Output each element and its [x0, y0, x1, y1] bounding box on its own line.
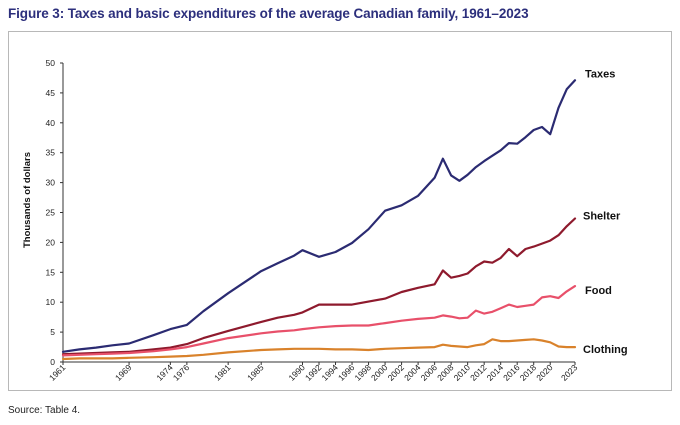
figure-title: Figure 3: Taxes and basic expenditures o…: [8, 6, 529, 21]
y-tick-label: 45: [46, 88, 56, 98]
series-line-food: [61, 285, 577, 357]
y-tick-label: 30: [46, 178, 56, 188]
y-axis: 0 5 10 15 20 25 30 35 40 45 50: [46, 58, 64, 367]
x-tick-label: 1985: [245, 362, 266, 383]
x-tick-label: 2008: [435, 362, 456, 383]
x-tick-label: 2023: [559, 362, 580, 383]
series-label-food: Food: [585, 285, 612, 297]
series-line-taxes: [61, 79, 577, 353]
x-tick-label: 2006: [419, 362, 440, 383]
source-note: Source: Table 4.: [8, 405, 81, 416]
y-tick-label: 5: [50, 327, 55, 337]
y-tick-label: 15: [46, 267, 56, 277]
x-tick-label: 2014: [485, 362, 506, 383]
x-tick-label: 2016: [501, 362, 522, 383]
x-tick-label: 2010: [452, 362, 473, 383]
x-tick-label: 1969: [113, 362, 134, 383]
y-tick-label: 10: [46, 297, 56, 307]
series-label-clothing: Clothing: [583, 344, 628, 356]
x-tick-label: 2004: [402, 362, 423, 383]
x-tick-label: 1992: [303, 362, 324, 383]
x-tick-label: 1998: [353, 362, 374, 383]
x-tick-label: 2020: [534, 362, 555, 383]
x-tick-label: 1976: [171, 362, 192, 383]
x-tick-label: 2018: [518, 362, 539, 383]
x-tick-label: 1990: [286, 362, 307, 383]
x-tick-label: 1981: [212, 362, 233, 383]
x-tick-label: 2012: [468, 362, 489, 383]
series-line-shelter: [61, 217, 577, 356]
y-tick-label: 40: [46, 118, 56, 128]
y-tick-label: 50: [46, 58, 56, 68]
series-label-taxes: Taxes: [585, 68, 615, 80]
chart-frame: [8, 31, 672, 391]
x-tick-label: 1996: [336, 362, 357, 383]
series-line-clothing: [61, 338, 577, 361]
y-axis-label: Thousands of dollars: [22, 152, 33, 248]
y-tick-label: 25: [46, 208, 56, 218]
x-tick-label: 2000: [369, 362, 390, 383]
x-tick-label: 1974: [154, 362, 175, 383]
series-layer: Taxes Shelter Food Clothing: [61, 68, 628, 361]
series-label-shelter: Shelter: [583, 210, 621, 222]
y-tick-label: 35: [46, 148, 56, 158]
x-tick-label: 1994: [319, 362, 340, 383]
y-tick-label: 0: [50, 357, 55, 367]
x-tick-label: 2002: [386, 362, 407, 383]
y-tick-label: 20: [46, 237, 56, 247]
